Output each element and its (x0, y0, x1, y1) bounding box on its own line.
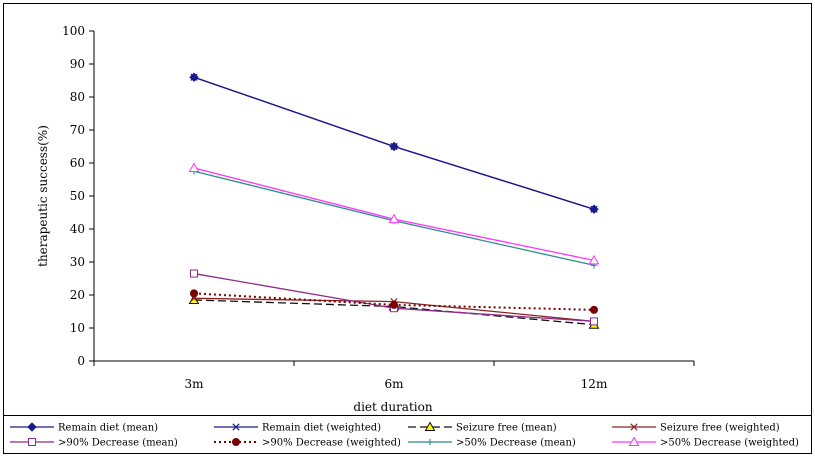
legend-box (3, 415, 812, 454)
y-axis-title: therapeutic success(%) (36, 125, 50, 267)
legend-label: Seizure free (weighted) (660, 423, 780, 434)
series-layer (188, 72, 600, 329)
legend-entry: Remain diet (weighted) (214, 423, 381, 434)
x-tick-label: 3m (184, 377, 204, 391)
x-axis-title: diet duration (353, 400, 432, 414)
data-point (630, 423, 638, 431)
y-tick-label: 80 (70, 90, 85, 104)
legend-label: >90% Decrease (mean) (58, 438, 178, 449)
legend-entry: Seizure free (mean) (408, 421, 557, 434)
y-tick-label: 20 (70, 288, 85, 302)
data-point (588, 254, 600, 265)
data-point (590, 305, 598, 314)
data-point (190, 73, 198, 81)
legend-label: >50% Decrease (mean) (456, 438, 576, 449)
data-point (590, 205, 598, 213)
y-tick-label: 60 (70, 156, 85, 170)
data-point (190, 289, 198, 298)
data-point (27, 422, 37, 432)
x-tick-label: 12m (581, 377, 608, 391)
data-point (628, 436, 640, 446)
y-tick-label: 40 (70, 222, 85, 236)
legend-label: Remain diet (mean) (58, 423, 158, 434)
legend-label: Remain diet (weighted) (262, 423, 381, 434)
y-tick-label: 30 (70, 255, 85, 269)
legend-label: Seizure free (mean) (456, 423, 557, 434)
legend-entry: Remain diet (mean) (10, 422, 158, 434)
data-point (188, 162, 200, 172)
series-line (190, 289, 598, 314)
legend-entry: >90% Decrease (weighted) (214, 438, 401, 449)
y-tick-label: 10 (70, 321, 85, 335)
legend-entry: Seizure free (weighted) (612, 423, 780, 434)
data-point (424, 421, 436, 431)
x-tick-label: 6m (384, 377, 404, 391)
data-point (390, 300, 398, 309)
data-point (390, 142, 398, 151)
data-point (232, 438, 240, 446)
data-point (426, 438, 434, 446)
data-point (232, 423, 240, 431)
data-point (190, 269, 198, 278)
legend-label: >50% Decrease (weighted) (660, 438, 799, 449)
y-tick-label: 50 (70, 189, 85, 203)
series-line (190, 73, 598, 213)
series-line (188, 162, 600, 265)
data-point (590, 317, 598, 326)
chart-area-border (3, 3, 812, 416)
data-point (388, 213, 400, 224)
y-tick-label: 90 (70, 57, 85, 71)
legend: Remain diet (mean) Remain diet (weighted)… (10, 421, 799, 449)
y-tick-label: 0 (77, 354, 85, 368)
legend-entry: >90% Decrease (mean) (10, 438, 178, 449)
legend-label: >90% Decrease (weighted) (262, 438, 401, 449)
series-path (193, 299, 595, 326)
data-point (28, 438, 36, 446)
data-point (188, 294, 200, 304)
y-tick-label: 100 (62, 24, 85, 38)
y-tick-label: 70 (70, 123, 85, 137)
legend-entry: >50% Decrease (mean) (408, 438, 576, 449)
axes: 0 10 20 30 40 50 60 70 80 90 100 3m 6m 12m (62, 24, 695, 391)
legend-entry: >50% Decrease (weighted) (612, 436, 799, 449)
